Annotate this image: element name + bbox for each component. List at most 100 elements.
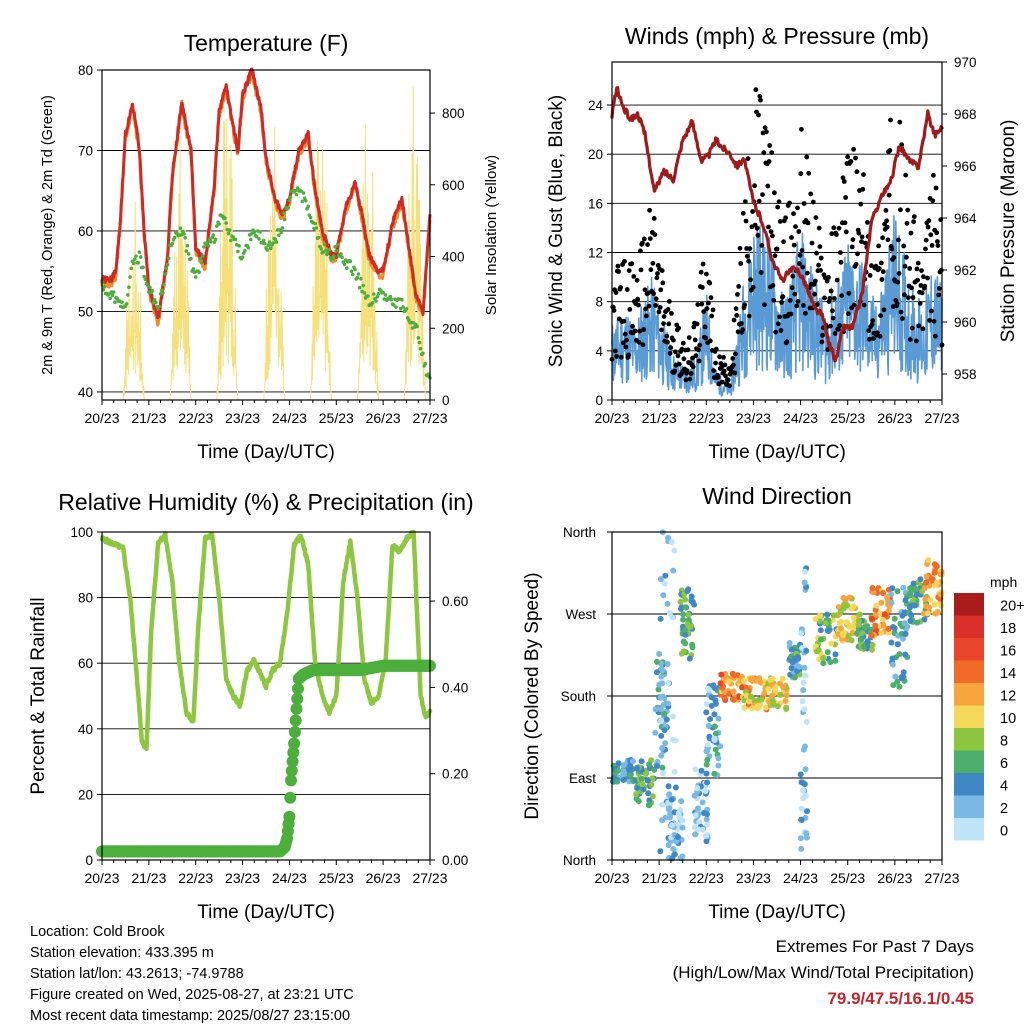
dewpoint-point (157, 304, 162, 309)
panel-title: Temperature (F) (184, 30, 349, 56)
x-axis-label: Time (Day/UTC) (708, 442, 846, 463)
direction-point (730, 688, 737, 695)
direction-point (704, 821, 711, 828)
gust-point (615, 263, 621, 269)
dewpoint-point (416, 336, 421, 340)
gust-point (871, 336, 876, 341)
gust-point (697, 342, 703, 348)
dewpoint-point (113, 300, 117, 305)
direction-point (820, 655, 827, 661)
x-tick-label: 26/23 (366, 410, 401, 426)
direction-point (902, 597, 909, 604)
dewpoint-point (345, 266, 349, 271)
dewpoint-point (335, 242, 340, 247)
legend-label: 6 (1000, 756, 1008, 772)
direction-point (885, 607, 892, 614)
dewpoint-point (267, 240, 272, 244)
gust-point (707, 338, 713, 344)
direction-point (797, 771, 804, 778)
direction-point (642, 771, 649, 777)
direction-point (649, 776, 656, 783)
gust-point (779, 300, 784, 305)
gust-point (834, 277, 840, 283)
direction-point (818, 636, 824, 643)
direction-point (698, 767, 705, 774)
dewpoint-point (129, 266, 134, 271)
gust-point (848, 159, 854, 164)
direction-point (799, 698, 806, 705)
direction-point (664, 600, 671, 607)
x-tick-label: 24/23 (272, 870, 307, 886)
dewpoint-point (137, 250, 142, 254)
direction-point (801, 706, 808, 713)
gust-point (775, 321, 781, 327)
direction-point (680, 648, 687, 655)
gust-point (812, 291, 817, 297)
dewpoint-point (198, 256, 203, 261)
legend-swatch (954, 818, 984, 841)
direction-point (644, 777, 651, 784)
direction-point (719, 684, 726, 691)
direction-point (659, 764, 666, 771)
direction-point (703, 770, 710, 777)
gust-point (769, 150, 775, 156)
dewpoint-point (163, 272, 168, 276)
direction-point (896, 683, 903, 690)
direction-point (633, 791, 640, 797)
dewpoint-point (161, 291, 165, 295)
direction-point (692, 831, 699, 838)
x-tick-label: 27/23 (924, 870, 959, 886)
direction-point (745, 698, 752, 705)
gust-point (719, 379, 725, 385)
dewpoint-point (258, 230, 262, 234)
direction-point (741, 704, 748, 711)
legend-swatch (954, 615, 984, 638)
direction-point (797, 835, 804, 842)
gust-point (861, 302, 867, 308)
gust-point (661, 314, 667, 319)
dewpoint-point (197, 270, 201, 275)
direction-point (796, 663, 803, 670)
dewpoint-point (381, 290, 385, 295)
direction-point (798, 805, 805, 812)
gust-point (638, 267, 644, 273)
gust-point (845, 154, 850, 160)
gust-point (816, 262, 821, 268)
direction-point (788, 646, 795, 653)
gust-point (637, 328, 643, 334)
direction-point (801, 664, 808, 671)
dewpoint-point (252, 230, 257, 234)
dewpoint-point (293, 188, 298, 193)
gust-point (837, 323, 843, 328)
direction-point (837, 608, 844, 615)
dewpoint-point (299, 189, 303, 193)
direction-point (639, 781, 646, 788)
direction-point (896, 651, 903, 658)
gust-point (921, 274, 926, 280)
dewpoint-point (138, 255, 143, 259)
direction-point (801, 781, 808, 788)
direction-point (801, 579, 808, 586)
x-tick-label: 25/23 (830, 410, 865, 426)
precip-point (288, 737, 301, 750)
gust-point (884, 218, 889, 224)
direction-point (931, 601, 938, 608)
dewpoint-point (236, 249, 240, 254)
gust-point (616, 269, 621, 274)
direction-point (824, 611, 831, 618)
direction-point (860, 643, 867, 650)
direction-point (931, 561, 938, 568)
gust-point (919, 268, 924, 273)
direction-point (900, 669, 907, 676)
direction-point (869, 646, 875, 653)
gust-point (634, 277, 640, 283)
gust-point (911, 214, 917, 220)
dewpoint-point (199, 260, 204, 265)
gust-point (777, 219, 783, 224)
dewpoint-point (304, 199, 308, 203)
gust-point (861, 172, 866, 178)
direction-point (682, 631, 689, 638)
gust-point (740, 210, 746, 216)
gust-point (901, 243, 907, 249)
